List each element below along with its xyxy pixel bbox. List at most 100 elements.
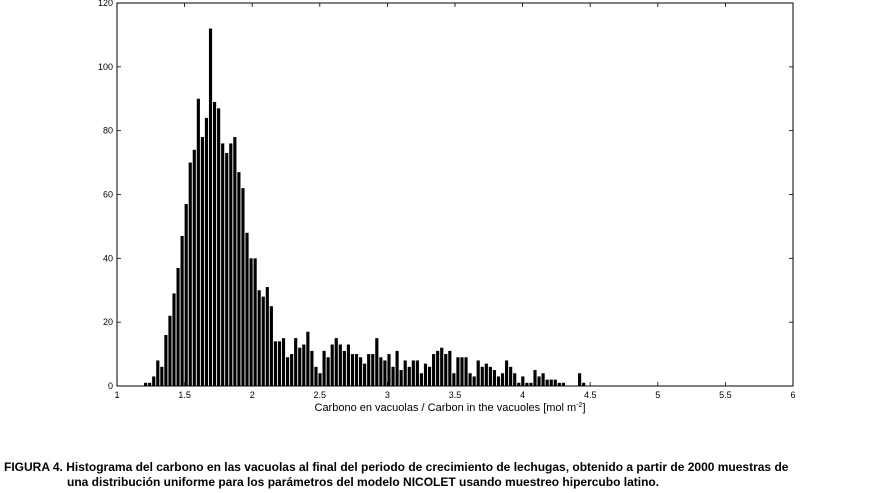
x-tick-label: 3 xyxy=(385,390,390,400)
histogram-bar xyxy=(476,360,480,386)
histogram-bar xyxy=(557,382,561,386)
histogram-bar xyxy=(399,370,403,386)
x-tick-label: 4 xyxy=(520,390,525,400)
histogram-bar xyxy=(472,376,476,386)
histogram-bar xyxy=(245,232,249,386)
histogram-bar xyxy=(549,379,553,386)
histogram-bar xyxy=(164,334,168,386)
histogram-bar xyxy=(326,357,330,386)
y-tick-label: 0 xyxy=(108,381,113,391)
histogram-bar xyxy=(444,354,448,386)
y-tick-label: 80 xyxy=(103,126,113,136)
histogram-bar xyxy=(517,382,521,386)
histogram-bar xyxy=(200,137,204,386)
histogram-bar xyxy=(387,354,391,386)
histogram-bar xyxy=(513,373,517,386)
histogram-bar xyxy=(237,172,241,386)
histogram-bar xyxy=(505,360,509,386)
histogram-bar xyxy=(533,370,537,386)
histogram-bar xyxy=(241,188,245,386)
histogram-bar xyxy=(172,293,176,386)
histogram-bar xyxy=(529,382,533,386)
x-axis-label-main: Carbono en vacuolas / Carbon in the vacu… xyxy=(315,402,577,414)
histogram-bar xyxy=(290,354,294,386)
histogram-bar xyxy=(168,315,172,386)
histogram-bar xyxy=(525,382,529,386)
histogram-bar xyxy=(322,350,326,386)
histogram-bar xyxy=(578,373,582,386)
histogram-bar xyxy=(537,376,541,386)
x-axis-label-superscript: -2 xyxy=(576,402,582,409)
y-tick-label: 100 xyxy=(98,62,113,72)
histogram-bar xyxy=(367,354,371,386)
histogram-bar xyxy=(196,98,200,386)
histogram-bar xyxy=(229,143,233,386)
histogram-bar xyxy=(468,373,472,386)
histogram-bar xyxy=(492,370,497,386)
histogram-bar xyxy=(269,306,273,386)
histogram-bar xyxy=(427,366,432,386)
histogram-bar xyxy=(419,373,424,386)
x-tick-label: 6 xyxy=(790,390,795,400)
histogram-bar xyxy=(375,338,379,387)
histogram-bar xyxy=(208,28,213,387)
x-tick-label: 2 xyxy=(250,390,255,400)
histogram-bar xyxy=(541,373,545,386)
histogram-bar xyxy=(217,108,221,386)
x-axis-ticks: 1 1.5 2 2.5 3 3.5 4 4.5 5 5.5 6 xyxy=(114,3,796,400)
histogram-bar xyxy=(180,235,184,386)
histogram-bar xyxy=(484,363,488,386)
histogram-bar xyxy=(273,341,277,386)
histogram-bar xyxy=(184,204,188,386)
histogram-bar xyxy=(306,331,310,386)
x-tick-label: 5 xyxy=(655,390,660,400)
histogram-bar xyxy=(436,350,440,386)
histogram-bar xyxy=(496,376,501,386)
histogram-bar xyxy=(152,376,156,386)
histogram-bar xyxy=(440,347,444,386)
histogram-bar xyxy=(395,350,399,386)
x-tick-label: 1.5 xyxy=(178,390,191,400)
histogram-bar xyxy=(188,162,192,386)
histogram-bar xyxy=(521,376,525,386)
histogram-bar xyxy=(338,344,342,386)
histogram-bar xyxy=(403,360,407,386)
histogram-bar xyxy=(176,267,180,386)
x-axis-label-end: ] xyxy=(582,402,585,414)
histogram-bar xyxy=(318,373,322,386)
y-tick-label: 60 xyxy=(103,190,113,200)
y-tick-label: 120 xyxy=(98,0,113,8)
histogram-bar xyxy=(281,338,286,387)
histogram-bar xyxy=(582,382,586,386)
histogram-bar xyxy=(330,344,334,386)
histogram-bar xyxy=(277,341,282,386)
histogram-bar xyxy=(221,143,225,386)
histogram-bar xyxy=(257,290,261,386)
histogram-bar xyxy=(212,101,217,386)
x-axis-label: Carbono en vacuolas / Carbon in the vacu… xyxy=(315,402,586,414)
histogram-bar xyxy=(383,360,387,386)
y-tick-label: 20 xyxy=(103,317,113,327)
caption-line-1: FIGURA 4. Histograma del carbono en las … xyxy=(4,460,789,474)
histogram-bar xyxy=(407,366,411,386)
histogram-bar xyxy=(545,379,549,386)
y-tick-label: 40 xyxy=(103,253,113,263)
histogram-bar xyxy=(249,258,253,386)
histogram-bar xyxy=(253,258,257,386)
histogram-bar xyxy=(480,366,484,386)
histogram-bar xyxy=(192,149,196,386)
histogram-bar xyxy=(346,344,350,386)
figure-caption: FIGURA 4. Histograma del carbono en las … xyxy=(0,460,881,490)
histogram-bar xyxy=(160,366,164,386)
histogram-bar xyxy=(415,360,419,386)
histogram-bar xyxy=(411,360,415,386)
histogram-bar xyxy=(310,350,314,386)
histogram-bar xyxy=(359,357,363,386)
histogram-bar xyxy=(286,357,290,386)
histogram-bar xyxy=(204,117,209,387)
histogram-bar xyxy=(371,354,375,386)
histogram-bar xyxy=(456,357,460,386)
x-tick-label: 5.5 xyxy=(719,390,732,400)
histogram-bar xyxy=(464,357,468,386)
histogram-bar xyxy=(448,350,452,386)
